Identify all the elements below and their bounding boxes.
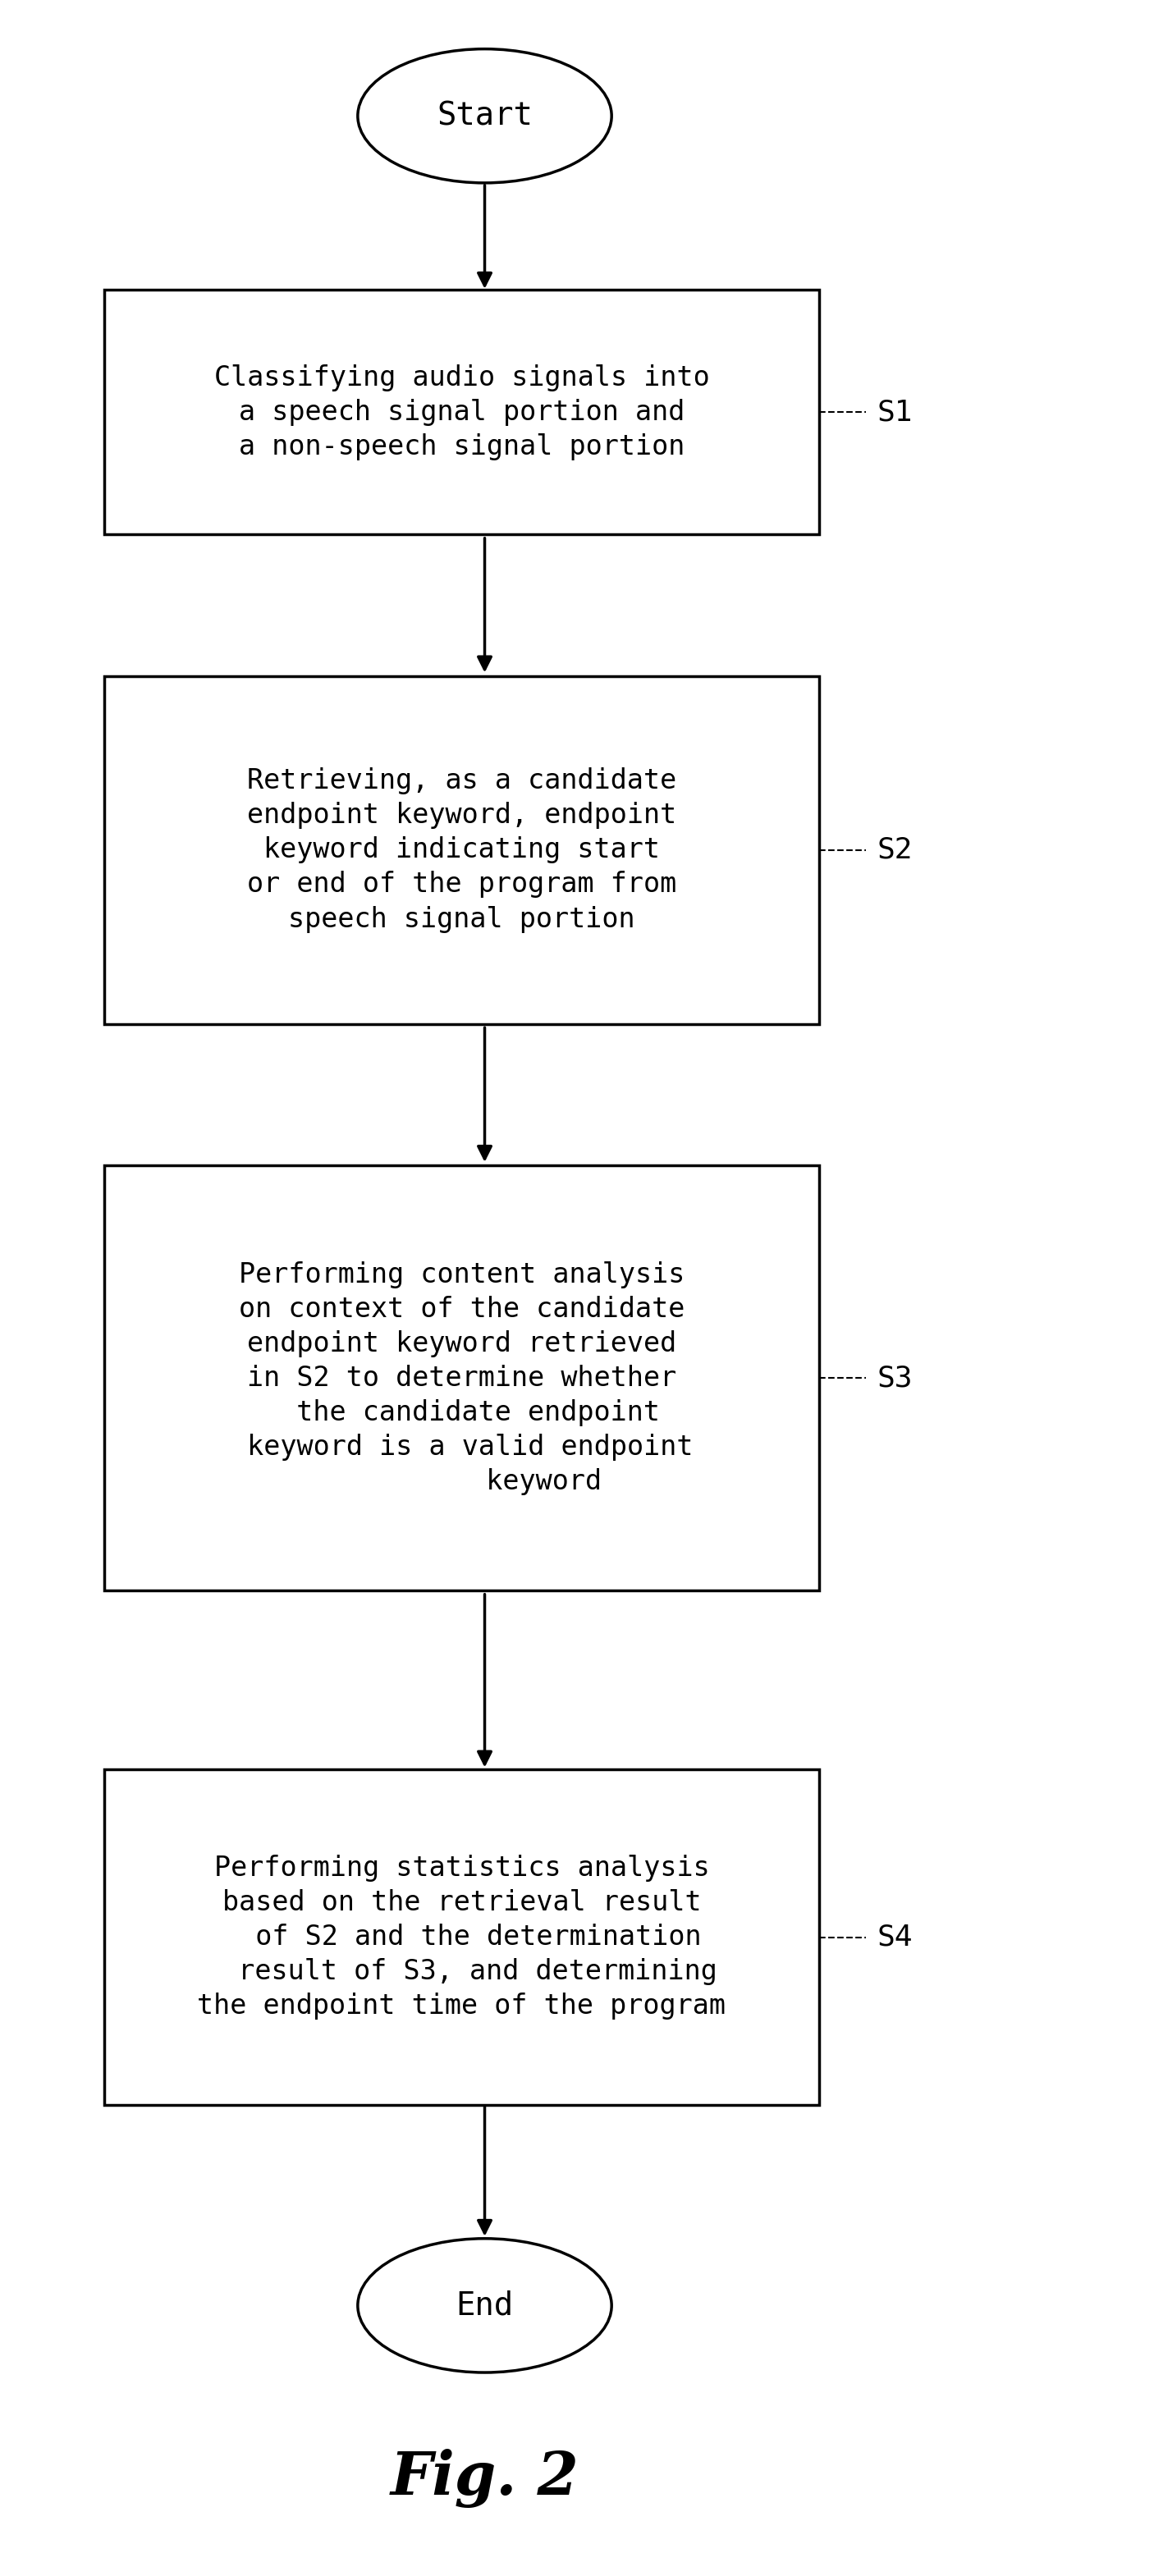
Text: Performing content analysis
on context of the candidate
endpoint keyword retriev: Performing content analysis on context o… bbox=[231, 1262, 692, 1494]
Text: S4: S4 bbox=[877, 1924, 913, 1950]
Text: S2: S2 bbox=[877, 837, 913, 863]
FancyBboxPatch shape bbox=[104, 1164, 819, 1589]
FancyBboxPatch shape bbox=[104, 1770, 819, 2105]
Text: End: End bbox=[456, 2290, 514, 2321]
Text: Retrieving, as a candidate
endpoint keyword, endpoint
keyword indicating start
o: Retrieving, as a candidate endpoint keyw… bbox=[247, 768, 676, 933]
Text: Start: Start bbox=[436, 100, 533, 131]
FancyBboxPatch shape bbox=[104, 675, 819, 1023]
Ellipse shape bbox=[358, 2239, 612, 2372]
Text: Performing statistics analysis
based on the retrieval result
  of S2 and the det: Performing statistics analysis based on … bbox=[197, 1855, 726, 2020]
Text: S1: S1 bbox=[877, 399, 913, 425]
Text: Fig. 2: Fig. 2 bbox=[390, 2450, 579, 2506]
FancyBboxPatch shape bbox=[104, 291, 819, 536]
Text: Classifying audio signals into
a speech signal portion and
a non-speech signal p: Classifying audio signals into a speech … bbox=[213, 363, 710, 461]
Ellipse shape bbox=[358, 49, 612, 183]
Text: S3: S3 bbox=[877, 1365, 913, 1391]
